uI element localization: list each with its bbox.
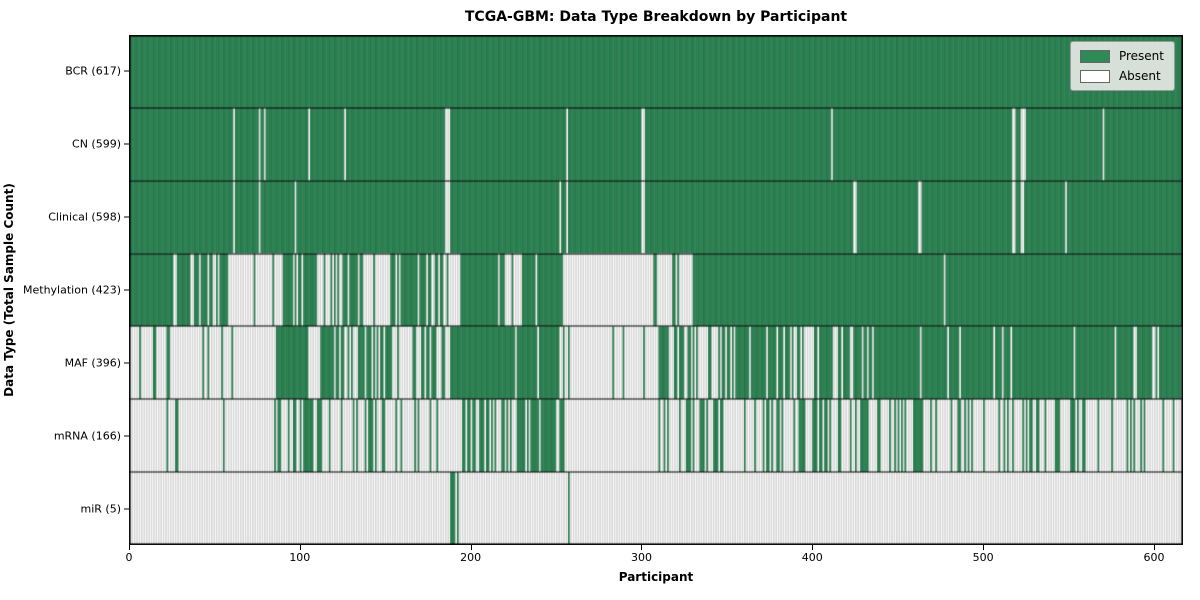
plot-area: Present Absent bbox=[129, 35, 1183, 545]
y-axis-label: Data Type (Total Sample Count) bbox=[2, 183, 16, 397]
legend-entry-present: Present bbox=[1079, 49, 1164, 63]
ytick-label-mir: miR (5) bbox=[80, 502, 122, 516]
ytick-label-bcr: BCR (617) bbox=[65, 64, 121, 78]
xtick-label-100: 100 bbox=[289, 551, 311, 564]
xtick-label-600: 600 bbox=[1143, 551, 1165, 564]
ytick-mark bbox=[124, 362, 129, 364]
xtick-mark bbox=[470, 545, 472, 550]
ytick-label-cn: CN (599) bbox=[72, 137, 121, 151]
ytick-mark bbox=[124, 216, 129, 218]
ytick-mark bbox=[124, 508, 129, 510]
ytick-mark bbox=[124, 70, 129, 72]
present-swatch bbox=[1079, 49, 1110, 63]
ytick-label-methylation: Methylation (423) bbox=[23, 283, 121, 297]
xtick-mark bbox=[299, 545, 301, 550]
xtick-label-400: 400 bbox=[801, 551, 823, 564]
xtick-label-300: 300 bbox=[630, 551, 652, 564]
ytick-label-maf: MAF (396) bbox=[64, 356, 121, 370]
xtick-label-500: 500 bbox=[972, 551, 994, 564]
heatmap-canvas bbox=[129, 35, 1183, 545]
x-axis-label: Participant bbox=[618, 570, 694, 584]
xtick-mark bbox=[983, 545, 985, 550]
ytick-mark bbox=[124, 435, 129, 437]
legend-entry-absent: Absent bbox=[1079, 69, 1164, 83]
legend-label-absent: Absent bbox=[1118, 69, 1161, 83]
chart-title: TCGA-GBM: Data Type Breakdown by Partici… bbox=[464, 9, 848, 25]
ytick-mark bbox=[124, 289, 129, 291]
absent-swatch bbox=[1079, 69, 1110, 83]
legend-label-present: Present bbox=[1118, 49, 1164, 63]
xtick-mark bbox=[1153, 545, 1155, 550]
xtick-label-0: 0 bbox=[125, 551, 133, 564]
ytick-label-mrna: mRNA (166) bbox=[53, 429, 121, 443]
xtick-mark bbox=[641, 545, 643, 550]
ytick-label-clinical: Clinical (598) bbox=[48, 210, 121, 224]
xtick-mark bbox=[129, 545, 130, 550]
xtick-label-200: 200 bbox=[460, 551, 482, 564]
ytick-mark bbox=[124, 143, 129, 145]
legend: Present Absent bbox=[1069, 41, 1175, 91]
xtick-mark bbox=[812, 545, 814, 550]
